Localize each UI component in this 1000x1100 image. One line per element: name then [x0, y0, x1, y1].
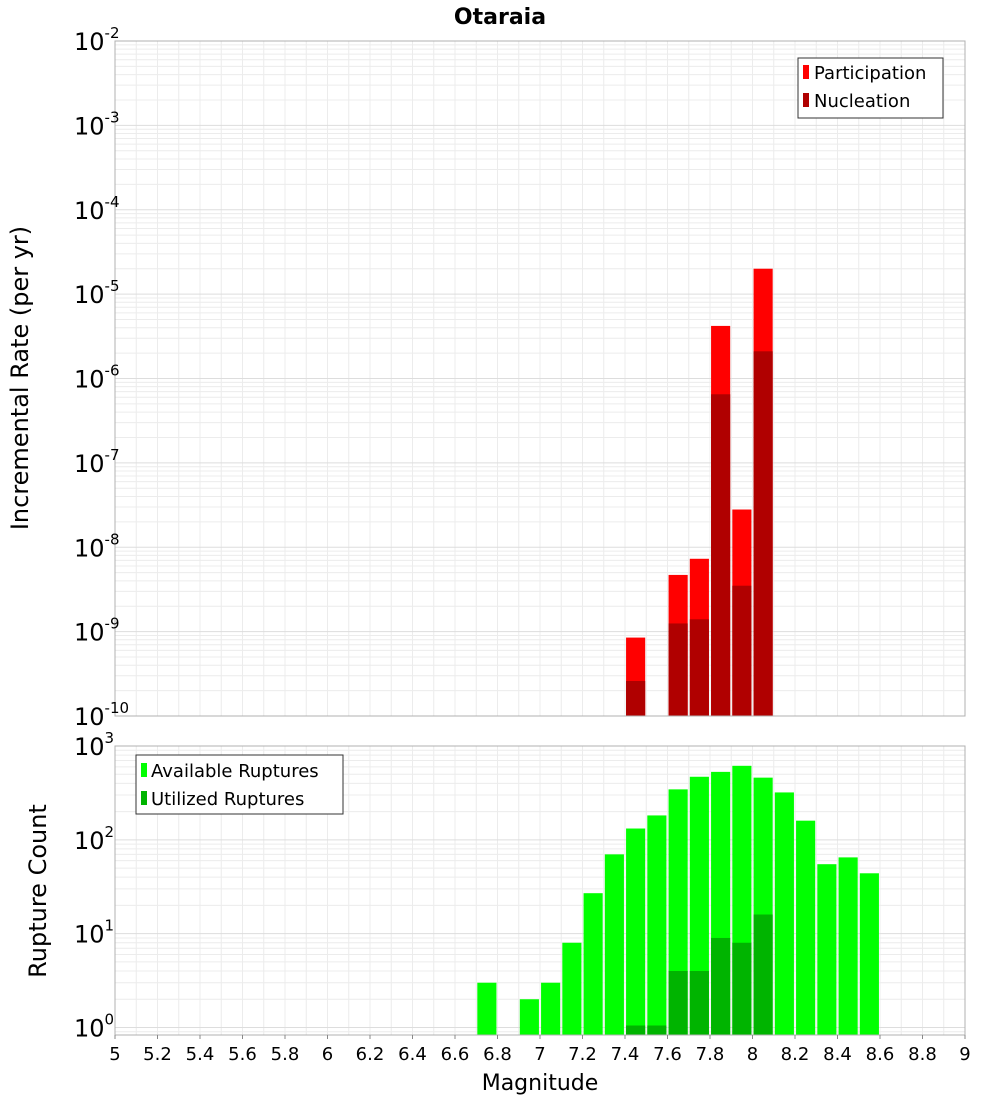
available-ruptures-bar	[774, 792, 794, 1035]
chart-title: Otaraia	[454, 5, 546, 30]
rate-legend: Participation Nucleation	[797, 57, 944, 119]
count-y-ticks: 100 101 102 103	[74, 729, 114, 1042]
rate-y-ticks: 10-10 10-9 10-8 10-7 10-6 10-5 10-4 10-3 10-2	[74, 24, 129, 731]
available-ruptures-bar	[817, 864, 837, 1035]
count-y-tick-label: 102	[74, 823, 114, 855]
x-tick-label: 5.4	[186, 1044, 215, 1065]
x-tick-label: 6.8	[483, 1044, 512, 1065]
nucleation-bar	[732, 585, 752, 716]
available-ruptures-bar	[689, 776, 709, 1035]
rate-bars	[626, 268, 773, 716]
nucleation-bar	[626, 680, 646, 716]
count-bars	[477, 765, 879, 1035]
utilized-ruptures-bar	[732, 942, 752, 1035]
available-ruptures-bar	[541, 982, 561, 1035]
x-tick-label: 7.2	[568, 1044, 597, 1065]
x-tick-label: 5	[109, 1044, 120, 1065]
rate-y-tick-label: 10-3	[74, 108, 120, 140]
count-legend-box	[135, 754, 344, 815]
available-ruptures-bar	[796, 820, 816, 1035]
available-ruptures-bar	[647, 815, 667, 1035]
x-tick-label: 7.4	[611, 1044, 640, 1065]
utilized-ruptures-bar	[668, 971, 688, 1035]
available-ruptures-bar	[583, 893, 603, 1035]
rate-y-tick-label: 10-2	[74, 24, 120, 56]
x-axis-label: Magnitude	[482, 1071, 599, 1096]
x-tick-label: 8.2	[781, 1044, 810, 1065]
rate-y-tick-label: 10-7	[74, 446, 120, 478]
utilized-ruptures-bar	[753, 914, 773, 1035]
available-ruptures-bar	[626, 828, 646, 1035]
utilized-legend-label: Utilized Ruptures	[151, 789, 304, 810]
nucleation-legend-swatch	[803, 93, 809, 107]
available-ruptures-bar	[838, 857, 858, 1035]
available-ruptures-bar	[562, 942, 582, 1035]
nucleation-legend-label: Nucleation	[814, 91, 910, 112]
nucleation-bar	[668, 623, 688, 716]
available-ruptures-bar	[519, 999, 539, 1035]
x-tick-label: 8	[747, 1044, 758, 1065]
available-ruptures-bar	[859, 873, 879, 1035]
rate-y-tick-label: 10-10	[74, 699, 129, 731]
x-tick-label: 7.6	[653, 1044, 682, 1065]
rate-y-tick-label: 10-6	[74, 362, 120, 394]
x-tick-label: 9	[959, 1044, 970, 1065]
x-tick-label: 6.4	[398, 1044, 427, 1065]
available-legend-label: Available Ruptures	[151, 761, 319, 782]
count-y-tick-label: 100	[74, 1010, 114, 1042]
utilized-ruptures-bar	[689, 971, 709, 1035]
rate-grid	[114, 41, 966, 717]
count-legend: Available Ruptures Utilized Ruptures	[135, 754, 344, 815]
rate-legend-box	[797, 57, 944, 119]
available-legend-swatch	[141, 763, 147, 777]
available-ruptures-bar	[477, 982, 497, 1035]
count-y-tick-label: 103	[74, 729, 114, 761]
x-tick-label: 7	[534, 1044, 545, 1065]
count-panel: 100 101 102 103 Rupture Count Available Rup…	[24, 729, 971, 1096]
utilized-ruptures-bar	[711, 937, 731, 1035]
rate-plot-frame	[114, 40, 966, 717]
count-y-tick-label: 101	[74, 917, 114, 949]
utilized-ruptures-bar	[626, 1025, 646, 1035]
utilized-ruptures-bar	[647, 1025, 667, 1035]
rate-y-tick-label: 10-8	[74, 530, 120, 562]
rate-panel: 10-10 10-9 10-8 10-7 10-6 10-5 10-4 10-3 10-2 In…	[6, 24, 966, 731]
x-tick-label: 5.6	[228, 1044, 257, 1065]
x-tick-label: 8.4	[823, 1044, 852, 1065]
utilized-legend-swatch	[141, 791, 147, 805]
nucleation-bar	[689, 619, 709, 716]
rate-y-tick-label: 10-5	[74, 277, 120, 309]
count-y-axis-label: Rupture Count	[24, 804, 52, 978]
x-tick-label: 6.6	[441, 1044, 470, 1065]
x-tick-label: 8.8	[908, 1044, 937, 1065]
participation-legend-label: Participation	[814, 63, 926, 84]
x-tick-label: 6.2	[356, 1044, 385, 1065]
nucleation-bar	[711, 394, 731, 716]
participation-legend-swatch	[803, 65, 809, 79]
x-tick-label: 6	[322, 1044, 333, 1065]
x-tick-label: 5.8	[271, 1044, 300, 1065]
x-tick-label: 5.2	[143, 1044, 172, 1065]
x-tick-label: 7.8	[696, 1044, 725, 1065]
rate-y-tick-label: 10-4	[74, 193, 120, 225]
magnitude-x-ticks: 5 5.2 5.4 5.6 5.8 6 6.2 6.4 6.6 6.8 7 7.2 7.4 7.6 7.8 8…	[109, 1035, 971, 1065]
x-tick-label: 8.6	[866, 1044, 895, 1065]
nucleation-bar	[753, 351, 773, 716]
available-ruptures-bar	[604, 854, 624, 1035]
rate-y-tick-label: 10-9	[74, 615, 120, 647]
rate-y-axis-label: Incremental Rate (per yr)	[6, 226, 34, 530]
